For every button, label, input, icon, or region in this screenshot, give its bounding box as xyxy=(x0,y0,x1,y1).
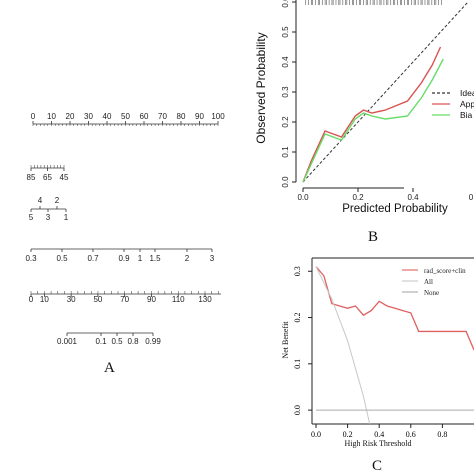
x-axis-title: High Risk Threshold xyxy=(345,439,412,448)
scale-6-tick-label: 0.99 xyxy=(145,337,161,346)
legend-label: All xyxy=(424,278,433,286)
y-tick-label: 0.3 xyxy=(281,86,290,98)
legend-label: App xyxy=(460,99,474,109)
x-tick-label: 0.2 xyxy=(343,430,353,439)
y-tick-label: 0.5 xyxy=(281,26,290,38)
points-scale-tick-label: 0 xyxy=(31,112,36,121)
calibration-panel: 0.0 0.1 0.2 0.3 0.4 0.5 0.6 0.0 0.2 0.4 0 Predicted… xyxy=(254,0,474,215)
y-axis-title: Net Benefit xyxy=(281,321,290,359)
x-tick-label-partial: 0 xyxy=(469,193,474,202)
legend-label: Bia xyxy=(460,110,473,120)
scale-5-tick-label: 90 xyxy=(147,295,156,304)
scale-6-tick-label: 0.8 xyxy=(127,337,139,346)
scale-3-upper-label: 4 xyxy=(38,196,43,205)
y-tick-label: 0.4 xyxy=(281,56,290,68)
scale-5-tick-label: 0 xyxy=(29,295,34,304)
scale-3-lower-label: 5 xyxy=(29,213,34,222)
scale-2-tick-label: 45 xyxy=(60,173,69,182)
y-tick-label: 0.2 xyxy=(281,116,290,128)
decision-curve-panel: 0.0 0.1 0.2 0.3 0.0 0.2 0.4 0.6 0.8 High Risk Thr… xyxy=(281,257,474,448)
x-tick-label: 0.6 xyxy=(406,430,416,439)
bias-corrected-curve xyxy=(302,58,444,183)
scale-4-tick-label: 0.7 xyxy=(87,254,99,263)
y-axis-title: Observed Probability xyxy=(254,32,268,143)
model-curve xyxy=(315,266,474,351)
y-tick-label: 0.1 xyxy=(281,146,290,158)
ideal-line xyxy=(302,1,469,183)
points-scale-tick-label: 60 xyxy=(140,112,149,121)
scale-6-tick-label: 0.1 xyxy=(95,337,107,346)
x-tick-label: 0.4 xyxy=(374,430,384,439)
x-tick-label: 0.0 xyxy=(311,430,321,439)
treat-all-curve xyxy=(315,266,371,424)
legend-label: rad_score+clin xyxy=(424,267,466,275)
apparent-curve xyxy=(302,46,442,183)
scale-4-tick-label: 0.5 xyxy=(56,254,68,263)
legend: rad_score+clin All None xyxy=(402,267,466,297)
y-tick-label: 0.0 xyxy=(281,176,290,188)
scale-4-tick-label: 2 xyxy=(185,254,190,263)
points-scale-tick-label: 10 xyxy=(47,112,56,121)
scale-4-tick-label: 3 xyxy=(210,254,215,263)
x-tick-label: 0.2 xyxy=(352,193,364,202)
y-tick-label: 0.3 xyxy=(293,266,302,276)
panel-c-label: C xyxy=(372,458,382,474)
scale-5-tick-label: 130 xyxy=(198,295,212,304)
scale-4-tick-label: 0.9 xyxy=(118,254,130,263)
points-scale-tick-label: 80 xyxy=(177,112,186,121)
y-tick-label: 0.0 xyxy=(293,405,302,415)
points-scale-tick-label: 90 xyxy=(195,112,204,121)
x-tick-label: 0.0 xyxy=(297,193,309,202)
points-scale-tick-label: 40 xyxy=(103,112,112,121)
scale-6-tick-label: 0.5 xyxy=(111,337,123,346)
scale-5-tick-label: 70 xyxy=(120,295,129,304)
scale-4-tick-label: 1.5 xyxy=(149,254,161,263)
scale-5-tick-label: 110 xyxy=(172,295,185,304)
scale-6-tick-label: 0.001 xyxy=(57,337,78,346)
scale-3-upper-label: 2 xyxy=(55,196,60,205)
scale-3-lower-label: 1 xyxy=(64,213,69,222)
scale-2-tick-label: 65 xyxy=(43,173,52,182)
legend-label: None xyxy=(424,289,439,297)
y-tick-label: 0.1 xyxy=(293,359,302,369)
x-axis-title: Predicted Probability xyxy=(342,203,448,215)
legend: IdeaAppBia xyxy=(432,88,474,120)
points-scale-tick-label: 50 xyxy=(121,112,130,121)
scale-4-tick-label: 1 xyxy=(138,254,143,263)
x-tick-label: 0.8 xyxy=(437,430,447,439)
scale-4-tick-label: 0.3 xyxy=(25,254,37,263)
scale-2-tick-label: 85 xyxy=(27,173,36,182)
scale-5-tick-label: 50 xyxy=(93,295,102,304)
points-scale-tick-label: 30 xyxy=(84,112,93,121)
legend-label: Idea xyxy=(460,88,474,98)
scale-5-tick-label: 30 xyxy=(67,295,76,304)
panel-b-label: B xyxy=(368,229,378,245)
plot-area xyxy=(315,266,474,424)
points-scale-tick-label: 100 xyxy=(211,112,225,121)
panel-a-label: A xyxy=(104,360,115,376)
points-scale-tick-label: 20 xyxy=(66,112,75,121)
y-tick-label: 0.2 xyxy=(293,313,302,323)
x-tick-label: 0.4 xyxy=(407,193,419,202)
scale-5-tick-label: 10 xyxy=(40,295,49,304)
points-scale-tick-label: 70 xyxy=(158,112,167,121)
y-tick-label: 0.6 xyxy=(281,0,290,8)
scale-3-lower-label: 3 xyxy=(46,213,51,222)
